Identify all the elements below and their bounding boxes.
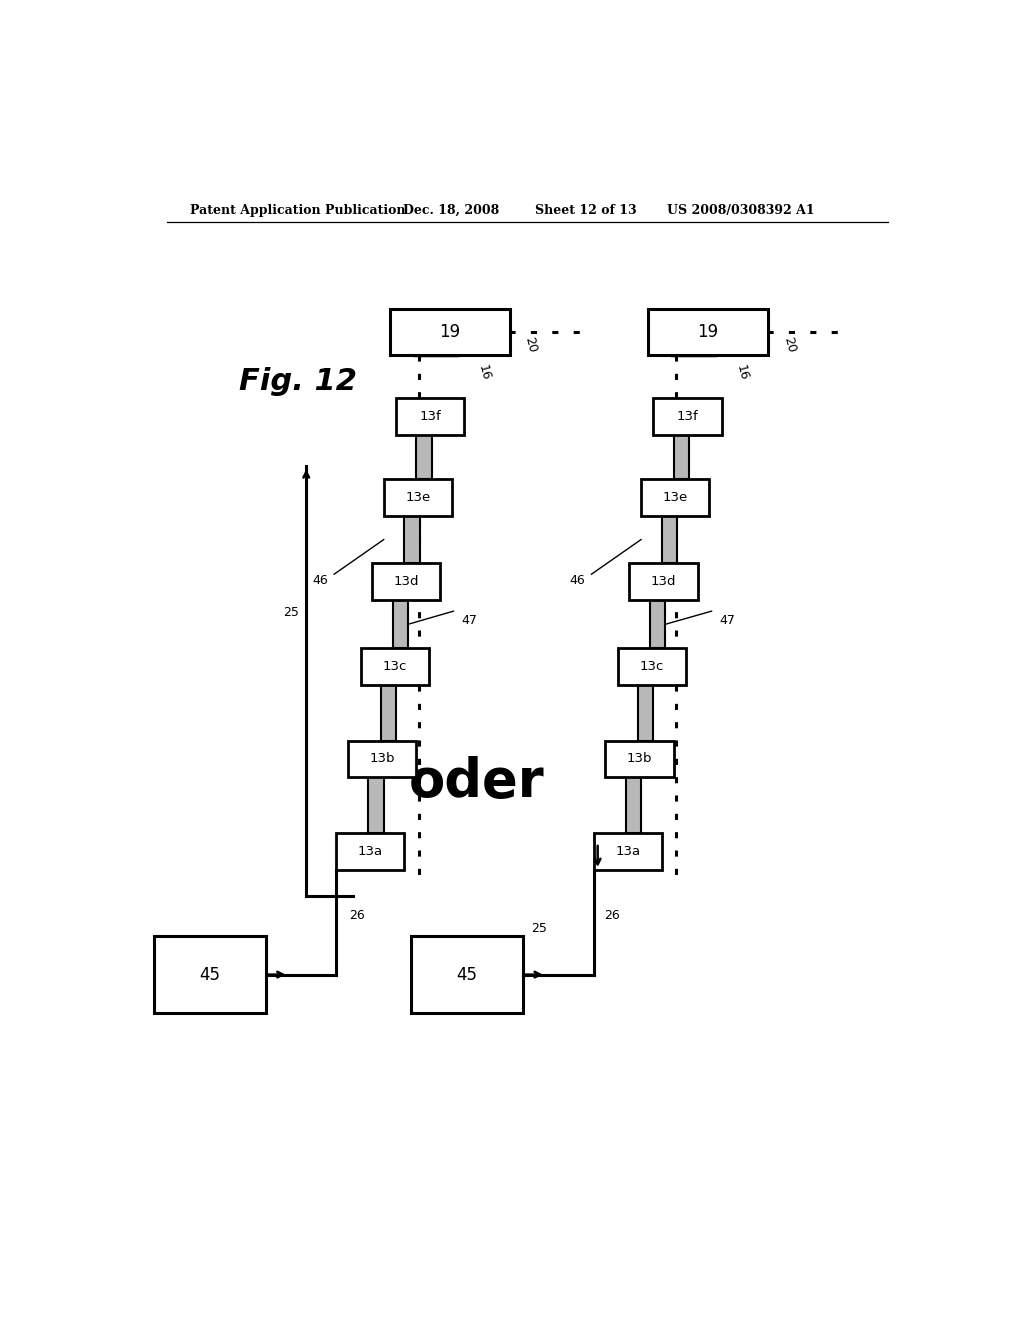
Bar xyxy=(360,648,429,685)
Text: 13d: 13d xyxy=(393,576,419,589)
Text: Sheet 12 of 13: Sheet 12 of 13 xyxy=(535,205,637,218)
Text: 13f: 13f xyxy=(677,409,698,422)
Bar xyxy=(674,434,689,479)
Text: Fig. 12: Fig. 12 xyxy=(239,367,356,396)
Text: 46: 46 xyxy=(569,574,586,587)
Text: 19: 19 xyxy=(697,322,718,341)
Text: 46: 46 xyxy=(312,574,328,587)
Bar xyxy=(641,479,710,516)
Text: 26: 26 xyxy=(604,909,621,923)
Text: Patent Application Publication: Patent Application Publication xyxy=(190,205,406,218)
Bar xyxy=(638,685,653,741)
Bar xyxy=(630,564,697,601)
Bar xyxy=(617,648,686,685)
Text: 16: 16 xyxy=(734,363,751,381)
Bar xyxy=(384,479,452,516)
Bar xyxy=(381,685,396,741)
Text: 13a: 13a xyxy=(357,845,382,858)
Bar xyxy=(392,601,409,648)
Text: 20: 20 xyxy=(780,335,798,354)
Text: 45: 45 xyxy=(199,966,220,983)
Text: 25: 25 xyxy=(530,921,547,935)
Text: 13e: 13e xyxy=(663,491,688,504)
Bar xyxy=(154,936,266,1014)
Text: 26: 26 xyxy=(349,909,365,923)
Text: 13c: 13c xyxy=(382,660,407,673)
Bar xyxy=(390,309,510,355)
Text: 45: 45 xyxy=(456,966,477,983)
Text: 13b: 13b xyxy=(627,752,652,766)
Bar xyxy=(662,516,677,564)
Bar xyxy=(417,434,432,479)
Text: US 2008/0308392 A1: US 2008/0308392 A1 xyxy=(667,205,814,218)
Text: 19: 19 xyxy=(439,322,460,341)
Text: 20: 20 xyxy=(522,335,540,354)
Bar xyxy=(648,309,768,355)
Text: 13a: 13a xyxy=(615,845,640,858)
Bar xyxy=(594,833,662,870)
Text: 47: 47 xyxy=(461,614,477,627)
Text: 13b: 13b xyxy=(370,752,395,766)
Bar xyxy=(404,516,420,564)
Bar xyxy=(396,397,464,434)
Text: Dec. 18, 2008: Dec. 18, 2008 xyxy=(403,205,500,218)
Bar xyxy=(605,741,674,777)
Bar xyxy=(348,741,417,777)
Bar xyxy=(372,564,440,601)
Text: 13c: 13c xyxy=(640,660,665,673)
Bar xyxy=(626,777,641,833)
Text: 13f: 13f xyxy=(420,409,441,422)
Text: 47: 47 xyxy=(719,614,735,627)
Text: 25: 25 xyxy=(283,606,299,619)
Bar xyxy=(336,833,403,870)
Text: 16: 16 xyxy=(476,363,493,381)
Text: 13e: 13e xyxy=(406,491,430,504)
Bar xyxy=(653,397,722,434)
Bar xyxy=(411,936,523,1014)
Bar xyxy=(650,601,666,648)
Text: 13d: 13d xyxy=(651,576,676,589)
Text: oder: oder xyxy=(409,756,545,808)
Bar xyxy=(369,777,384,833)
